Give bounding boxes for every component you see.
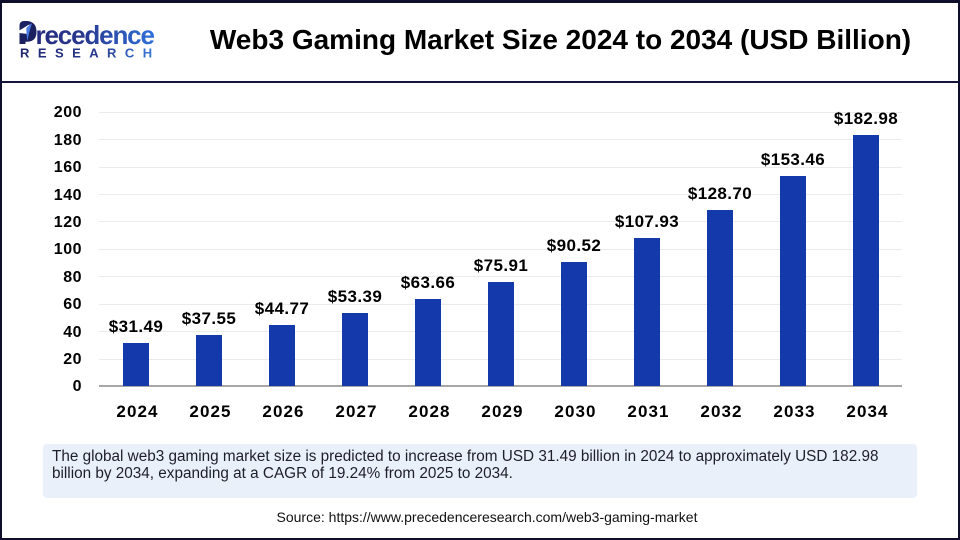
svg-text:recedence: recedence: [36, 20, 155, 50]
svg-text:RESEARCH: RESEARCH: [20, 46, 161, 61]
